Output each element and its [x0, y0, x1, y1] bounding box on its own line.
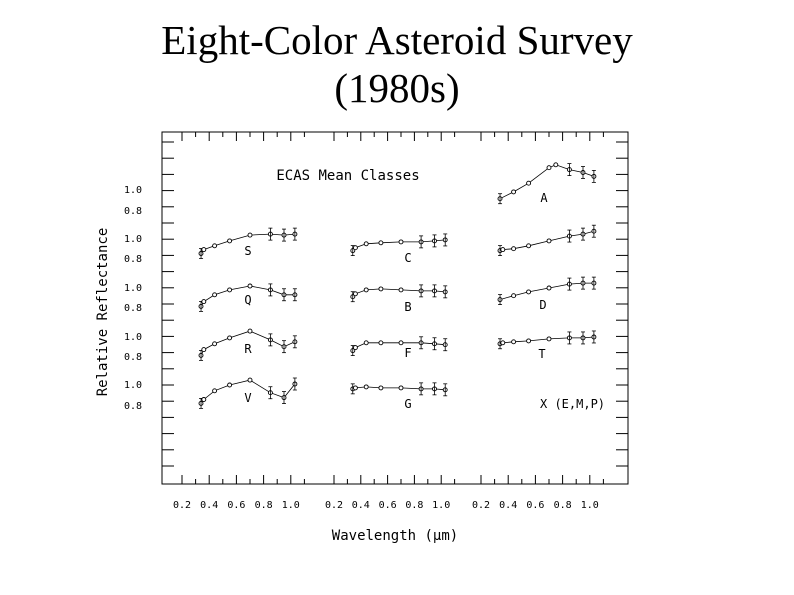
data-point	[352, 291, 358, 297]
data-point	[227, 287, 233, 293]
data-point	[526, 243, 532, 249]
data-point	[398, 340, 404, 346]
data-point	[511, 293, 517, 299]
data-point	[378, 340, 384, 346]
data-point	[526, 289, 532, 295]
data-point	[201, 397, 207, 402]
x-tick-label: 0.6	[227, 500, 245, 511]
data-point	[201, 347, 207, 353]
data-point	[378, 286, 384, 292]
data-point	[378, 385, 384, 391]
x-tick-label: 0.8	[554, 500, 572, 511]
x-tick-label: 0.4	[352, 500, 370, 511]
data-point	[352, 345, 358, 351]
data-point	[546, 165, 552, 171]
series-label: F	[404, 346, 411, 360]
data-point	[352, 385, 358, 391]
series-label: S	[244, 244, 251, 258]
data-point	[247, 232, 253, 238]
y-tick-label: 1.0	[124, 332, 142, 343]
x-tick-label: 0.2	[325, 500, 343, 511]
y-tick-label: 1.0	[124, 283, 142, 294]
y-tick-label: 0.8	[124, 352, 142, 363]
y-tick-label: 1.0	[124, 234, 142, 245]
data-point	[546, 285, 552, 291]
series-label: A	[540, 191, 548, 205]
y-tick-label: 0.8	[124, 401, 142, 412]
x-tick-label: 0.6	[526, 500, 544, 511]
data-point	[212, 388, 218, 394]
data-point	[553, 162, 559, 168]
chart-title: ECAS Mean Classes	[276, 168, 419, 184]
x-tick-label: 0.4	[200, 500, 218, 511]
x-tick-label: 0.8	[405, 500, 423, 511]
data-point	[247, 283, 253, 289]
x-tick-label: 0.4	[499, 500, 517, 511]
data-point	[201, 299, 207, 305]
x-tick-label: 1.0	[282, 500, 300, 511]
data-point	[212, 243, 218, 249]
series-label: G	[404, 397, 411, 411]
x-tick-label: 1.0	[432, 500, 450, 511]
x-axis-label: Wavelength (μm)	[332, 528, 458, 544]
x-tick-label: 0.2	[173, 500, 191, 511]
y-axis-label: Relative Reflectance	[95, 228, 111, 397]
y-tick-label: 0.8	[124, 254, 142, 265]
slide-title-line2: (1980s)	[334, 65, 460, 111]
slide-title-line1: Eight-Color Asteroid Survey	[161, 17, 633, 63]
series-label: V	[244, 391, 251, 405]
x-tick-label: 0.6	[379, 500, 397, 511]
data-point	[227, 238, 233, 244]
series-label: R	[244, 342, 252, 356]
data-point	[247, 328, 253, 334]
y-tick-label: 0.8	[124, 206, 142, 217]
data-point	[227, 335, 233, 341]
series-label: X (E,M,P)	[540, 397, 605, 411]
data-point	[546, 336, 552, 342]
data-point	[378, 240, 384, 246]
data-point	[511, 246, 517, 252]
data-point	[511, 189, 517, 195]
data-point	[352, 245, 358, 251]
series-label: Q	[244, 293, 251, 307]
data-point	[511, 339, 517, 345]
series-label: C	[404, 251, 411, 265]
data-point	[526, 338, 532, 344]
x-tick-label: 0.2	[472, 500, 490, 511]
data-point	[398, 239, 404, 245]
data-point	[398, 385, 404, 391]
series-label: B	[404, 300, 411, 314]
data-point	[212, 341, 218, 347]
data-point	[526, 180, 532, 186]
data-point	[546, 238, 552, 244]
data-point	[201, 247, 207, 253]
x-tick-label: 0.8	[255, 500, 273, 511]
data-point	[363, 287, 369, 293]
y-tick-label: 1.0	[124, 185, 142, 196]
data-point	[500, 340, 506, 346]
data-point	[398, 287, 404, 293]
data-point	[363, 340, 369, 346]
data-point	[500, 247, 506, 253]
data-point	[227, 382, 233, 388]
data-point	[247, 377, 253, 383]
y-tick-label: 1.0	[124, 380, 142, 391]
y-tick-label: 0.8	[124, 303, 142, 314]
data-point	[363, 384, 369, 390]
data-point	[363, 241, 369, 247]
series-label: D	[539, 298, 546, 312]
plot-frame	[161, 131, 629, 485]
x-tick-label: 1.0	[581, 500, 599, 511]
series-label: T	[538, 347, 545, 361]
data-point	[212, 292, 218, 298]
